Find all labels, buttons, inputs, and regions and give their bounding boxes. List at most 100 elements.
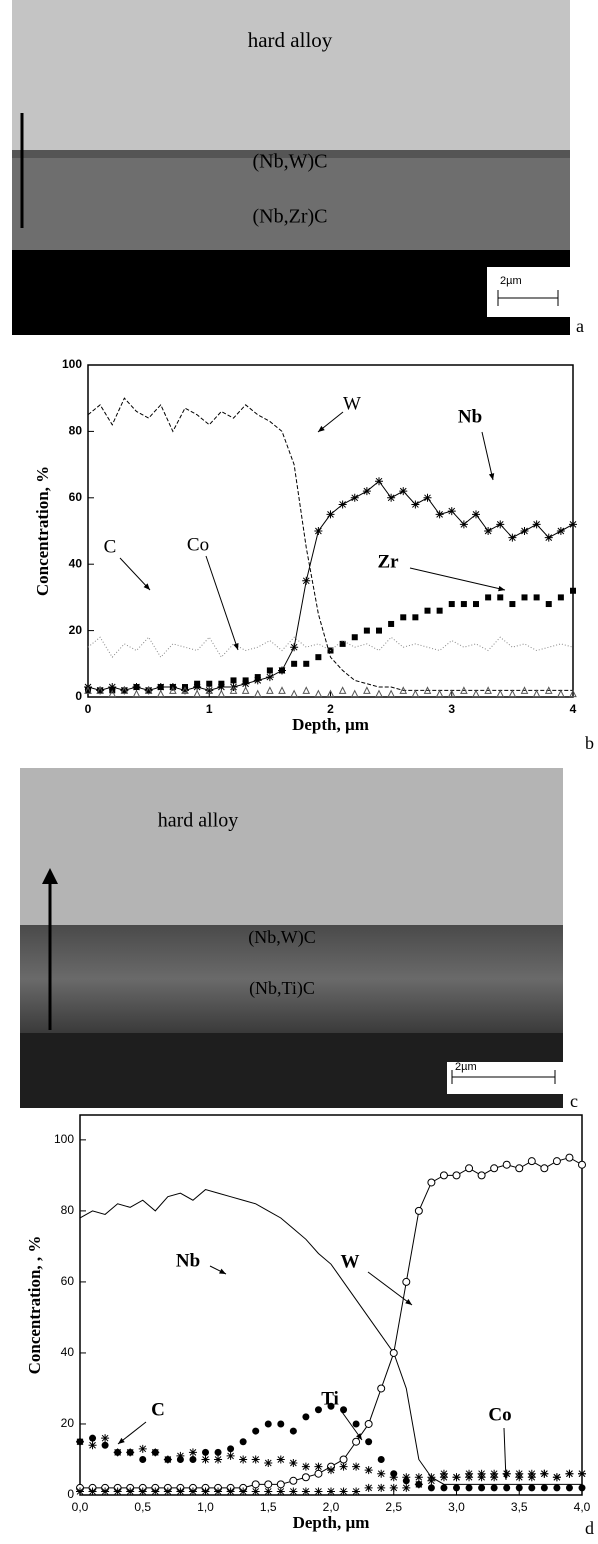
scale-label: 2µm bbox=[500, 275, 522, 287]
marker bbox=[339, 1455, 348, 1464]
marker bbox=[496, 689, 505, 698]
marker bbox=[113, 1448, 122, 1457]
marker bbox=[508, 689, 517, 698]
y-tick-label: 20 bbox=[61, 1416, 75, 1430]
marker bbox=[314, 1469, 323, 1478]
marker bbox=[557, 689, 565, 698]
marker bbox=[188, 1448, 197, 1457]
marker bbox=[193, 689, 201, 698]
marker bbox=[214, 1487, 223, 1496]
marker bbox=[289, 1476, 298, 1485]
marker bbox=[327, 1402, 335, 1410]
marker bbox=[101, 1487, 110, 1496]
marker bbox=[314, 1462, 323, 1471]
y-tick-label: 40 bbox=[69, 556, 83, 570]
marker bbox=[569, 520, 577, 529]
marker bbox=[520, 686, 529, 694]
panel-letter: d bbox=[585, 1518, 594, 1538]
marker bbox=[145, 687, 152, 694]
marker bbox=[326, 689, 335, 698]
series-label: C bbox=[151, 1399, 165, 1420]
marker bbox=[205, 686, 214, 695]
marker bbox=[226, 1451, 235, 1460]
series-label: W bbox=[341, 1251, 360, 1272]
marker bbox=[181, 686, 189, 694]
micrograph-a: hard alloy (Nb,W)C (Nb,Zr)C 2µm a bbox=[12, 0, 584, 336]
series-label: C bbox=[104, 536, 117, 557]
marker bbox=[327, 1487, 335, 1496]
marker bbox=[350, 493, 359, 502]
panel-letter: b bbox=[585, 733, 594, 753]
marker bbox=[314, 527, 323, 535]
panel-letter: c bbox=[570, 1091, 578, 1111]
region-label: (Nb,Zr)C bbox=[253, 206, 328, 228]
y-axis-label: Concentration, % bbox=[33, 466, 52, 596]
x-tick-label: 0,5 bbox=[134, 1500, 151, 1514]
marker bbox=[465, 1473, 474, 1482]
annotation-arrow bbox=[481, 431, 494, 481]
marker bbox=[302, 1413, 310, 1421]
marker bbox=[205, 686, 214, 694]
marker bbox=[251, 1487, 260, 1496]
marker bbox=[214, 1448, 222, 1456]
marker bbox=[339, 1487, 348, 1496]
scale-label: 2µm bbox=[455, 1061, 477, 1073]
marker bbox=[126, 1448, 135, 1457]
marker bbox=[264, 1420, 272, 1428]
marker bbox=[251, 1455, 260, 1464]
marker bbox=[533, 594, 540, 601]
marker bbox=[338, 686, 347, 694]
marker bbox=[364, 1419, 373, 1428]
marker bbox=[578, 1469, 586, 1478]
marker bbox=[364, 1483, 373, 1492]
marker bbox=[96, 686, 104, 694]
plot-frame bbox=[87, 364, 574, 698]
marker bbox=[528, 1484, 536, 1492]
panel-letter: a bbox=[576, 316, 584, 336]
annotation-arrow bbox=[409, 567, 506, 591]
arrow-head bbox=[318, 425, 325, 432]
marker bbox=[126, 1487, 135, 1496]
marker bbox=[502, 1160, 511, 1169]
marker bbox=[176, 1487, 185, 1496]
marker bbox=[439, 1473, 448, 1482]
marker bbox=[217, 683, 226, 692]
marker bbox=[108, 689, 117, 698]
x-tick-label: 2 bbox=[327, 702, 334, 716]
marker bbox=[239, 1438, 247, 1446]
marker bbox=[452, 1171, 461, 1180]
marker bbox=[400, 614, 407, 621]
marker bbox=[352, 1437, 361, 1446]
marker bbox=[85, 687, 91, 694]
marker bbox=[375, 689, 383, 698]
marker bbox=[477, 1171, 486, 1180]
marker bbox=[202, 1448, 209, 1456]
marker bbox=[377, 1455, 385, 1463]
marker bbox=[545, 601, 552, 608]
marker bbox=[339, 1462, 348, 1471]
marker bbox=[465, 1164, 474, 1173]
marker bbox=[76, 1437, 84, 1446]
marker bbox=[264, 1487, 273, 1496]
series-label: W bbox=[343, 393, 361, 414]
marker bbox=[242, 677, 249, 684]
marker bbox=[363, 627, 370, 634]
marker bbox=[363, 686, 371, 694]
marker bbox=[264, 1480, 273, 1489]
annotation-arrow bbox=[503, 1427, 507, 1481]
series-line bbox=[87, 397, 573, 691]
marker bbox=[101, 1434, 110, 1443]
marker bbox=[76, 1487, 84, 1496]
x-tick-label: 4,0 bbox=[574, 1500, 591, 1514]
marker bbox=[578, 1160, 586, 1169]
plot-frame bbox=[79, 1114, 583, 1496]
marker bbox=[251, 1480, 260, 1489]
annotation-arrow bbox=[205, 555, 239, 651]
y-tick-label: 80 bbox=[61, 1203, 75, 1217]
marker bbox=[279, 667, 285, 674]
x-tick-label: 1,0 bbox=[197, 1500, 214, 1514]
marker bbox=[490, 1164, 499, 1173]
series-label: Nb bbox=[176, 1250, 200, 1271]
marker bbox=[214, 1455, 223, 1464]
marker bbox=[552, 1157, 561, 1166]
